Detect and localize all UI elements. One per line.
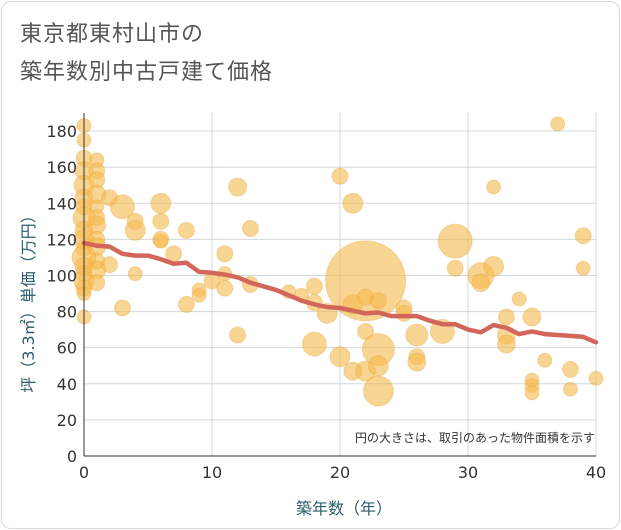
y-tick-label: 120 bbox=[46, 230, 77, 249]
data-bubble bbox=[124, 219, 146, 241]
chart-note: 円の大きさは、取引のあった物件面積を示す bbox=[355, 430, 595, 445]
data-bubble bbox=[152, 212, 170, 230]
data-bubble bbox=[561, 360, 579, 378]
data-bubble bbox=[486, 179, 502, 195]
title-line-1: 東京都東村山市の bbox=[20, 22, 205, 47]
x-tick-label: 30 bbox=[458, 463, 478, 482]
data-bubble bbox=[305, 277, 323, 295]
data-bubble bbox=[405, 323, 429, 347]
y-tick-label: 60 bbox=[57, 339, 77, 358]
data-bubble bbox=[88, 274, 106, 292]
data-bubble bbox=[471, 273, 491, 293]
y-tick-label: 100 bbox=[46, 266, 77, 285]
data-bubble bbox=[228, 177, 248, 197]
trend-line bbox=[81, 240, 599, 345]
data-bubble bbox=[550, 116, 566, 132]
data-bubble bbox=[331, 167, 349, 185]
data-bubble bbox=[446, 259, 464, 277]
data-bubble bbox=[241, 220, 259, 238]
data-bubble bbox=[357, 322, 375, 340]
data-bubble bbox=[369, 292, 387, 310]
x-tick-label: 20 bbox=[330, 463, 350, 482]
data-bubble bbox=[113, 299, 131, 317]
data-bubble bbox=[153, 233, 169, 249]
data-bubble bbox=[229, 326, 247, 344]
data-bubble bbox=[588, 370, 604, 386]
data-bubble bbox=[301, 331, 327, 357]
data-bubble bbox=[109, 194, 135, 220]
data-bubble bbox=[101, 256, 119, 274]
data-bubble bbox=[497, 308, 515, 326]
y-tick-label: 180 bbox=[46, 122, 77, 141]
x-tick-label: 10 bbox=[202, 463, 222, 482]
y-tick-label: 80 bbox=[57, 303, 77, 322]
page-title: 東京都東村山市の 築年数別中古戸建て価格 bbox=[20, 16, 273, 92]
data-bubble bbox=[177, 221, 195, 239]
data-bubble bbox=[522, 307, 542, 327]
y-tick-label: 20 bbox=[57, 411, 77, 430]
trend-series bbox=[81, 240, 599, 345]
y-tick-label: 160 bbox=[46, 158, 77, 177]
data-bubble bbox=[150, 192, 172, 214]
x-tick-label: 0 bbox=[79, 463, 89, 482]
data-bubble bbox=[191, 287, 207, 303]
data-bubble bbox=[342, 192, 364, 214]
data-bubble bbox=[362, 375, 394, 407]
data-bubble bbox=[216, 245, 234, 263]
data-bubble bbox=[329, 346, 351, 368]
data-bubble bbox=[537, 352, 553, 368]
data-bubble bbox=[216, 279, 234, 297]
data-bubble bbox=[177, 295, 195, 313]
data-bubble bbox=[511, 291, 527, 307]
data-bubble bbox=[562, 381, 578, 397]
data-bubble bbox=[575, 260, 591, 276]
y-tick-label: 40 bbox=[57, 375, 77, 394]
data-bubble bbox=[437, 223, 473, 259]
x-tick-label: 40 bbox=[586, 463, 606, 482]
data-bubble bbox=[496, 334, 516, 354]
data-bubble bbox=[574, 227, 592, 245]
bubble-series bbox=[71, 116, 604, 407]
y-axis-title: 坪（3.3㎡）単価（万円） bbox=[19, 207, 38, 392]
y-tick-label: 0 bbox=[67, 447, 77, 466]
x-axis-title: 築年数（年） bbox=[296, 499, 392, 518]
data-bubble bbox=[407, 352, 427, 372]
data-bubble bbox=[524, 385, 540, 401]
axes: 0 20 40 60 80 100 120 140 160 180 0 10 20 30 40 bbox=[46, 113, 606, 482]
data-bubble bbox=[367, 355, 389, 377]
y-tick-label: 140 bbox=[46, 194, 77, 213]
data-bubble bbox=[395, 304, 413, 322]
data-bubble bbox=[127, 266, 143, 282]
title-line-2: 築年数別中古戸建て価格 bbox=[20, 60, 274, 85]
data-bubble bbox=[483, 255, 505, 277]
